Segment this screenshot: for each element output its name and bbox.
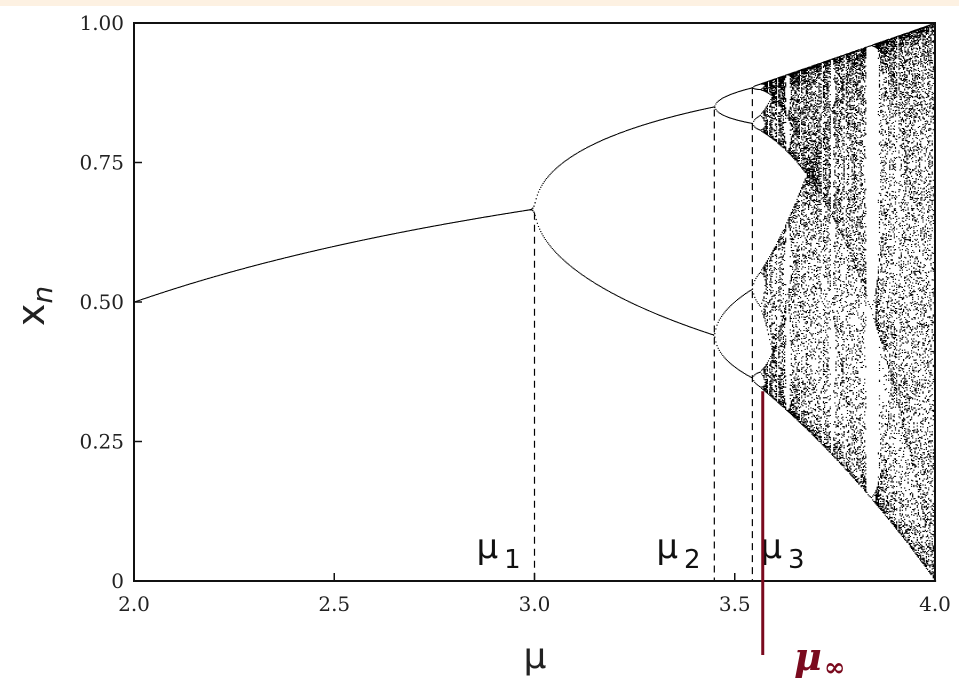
- y-axis-label: xn: [9, 286, 59, 326]
- top-band: [0, 0, 959, 6]
- y-axis-label-subscript: n: [26, 286, 59, 304]
- accumulation-point-symbol: μ: [794, 634, 822, 679]
- x-tick-label: 4.0: [919, 592, 951, 616]
- y-tick-label: 0.50: [79, 290, 124, 314]
- bifurcation-guide-lines: [533, 87, 753, 581]
- accumulation-point-subscript: ∞: [824, 653, 846, 681]
- y-tick-label: 0.75: [79, 151, 124, 175]
- x-tick-label: 2.0: [118, 592, 150, 616]
- x-tick-label: 2.5: [318, 592, 350, 616]
- y-tick-label: 1.00: [79, 11, 124, 35]
- x-axis-label: μ: [524, 636, 547, 677]
- y-tick-label: 0.25: [79, 430, 124, 454]
- accumulation-point-label: μ∞: [794, 634, 846, 681]
- x-tick-label: 3.5: [719, 592, 751, 616]
- x-tick-label: 3.0: [519, 592, 551, 616]
- y-axis-ticks: 0 0.25 0.50 0.75 1.00: [79, 11, 142, 593]
- svg-text:xn: xn: [9, 286, 59, 326]
- y-tick-label: 0: [111, 569, 124, 593]
- x-axis-ticks: 2.0 2.5 3.0 3.5 4.0: [118, 573, 951, 616]
- y-axis-label-main: x: [9, 304, 53, 327]
